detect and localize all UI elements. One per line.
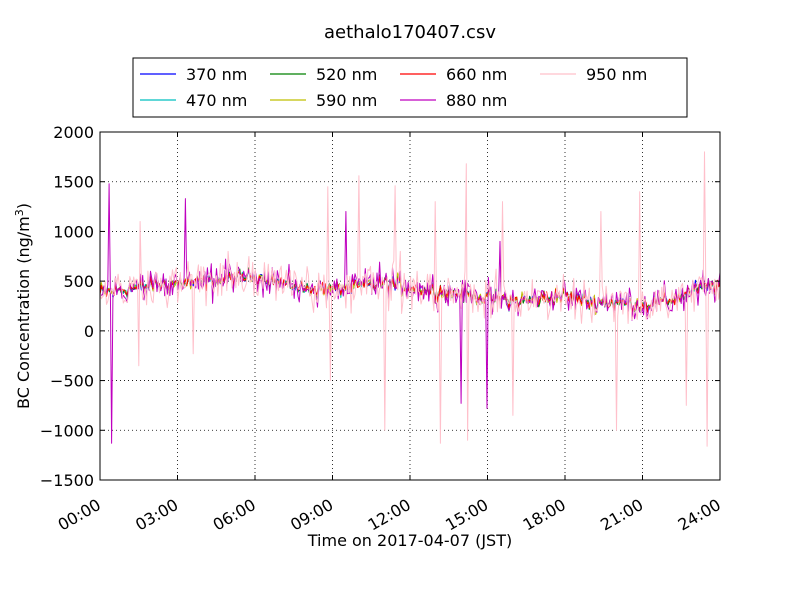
legend: 370 nm 470 nm 520 nm 590 nm 660 nm 880 nm 950 … [132, 57, 688, 118]
series-line-950-nm [99, 151, 721, 447]
y-axis: 2000 1500 1000 500 0 −500 −1000 −1500 [40, 123, 720, 490]
x-axis-label: Time on 2017-04-07 (JST) [307, 531, 512, 550]
legend-label: 590 nm [316, 91, 377, 110]
y-tick-label: −500 [50, 372, 94, 391]
legend-label: 520 nm [316, 65, 377, 84]
y-axis-label: BC Concentration (ng/m3) [13, 203, 34, 409]
legend-label: 660 nm [446, 65, 507, 84]
legend-label: 470 nm [186, 91, 247, 110]
legend-label: 370 nm [186, 65, 247, 84]
y-tick-label: −1000 [40, 421, 94, 440]
y-tick-label: −1500 [40, 471, 94, 490]
plot-area [99, 131, 721, 481]
legend-label: 880 nm [446, 91, 507, 110]
legend-label: 950 nm [586, 65, 647, 84]
y-tick-label: 1500 [53, 173, 94, 192]
y-axis-label-close: ) [14, 203, 33, 209]
y-axis-label-main: BC Concentration (ng/m [14, 216, 33, 409]
series-lines [99, 151, 721, 447]
y-axis-label-superscript: 3 [13, 209, 26, 216]
y-tick-label: 1000 [53, 222, 94, 241]
y-tick-label: 0 [84, 322, 94, 341]
legend-box [132, 57, 688, 118]
chart-title: aethalo170407.csv [324, 22, 496, 43]
y-tick-label: 500 [63, 272, 94, 291]
y-tick-label: 2000 [53, 123, 94, 142]
